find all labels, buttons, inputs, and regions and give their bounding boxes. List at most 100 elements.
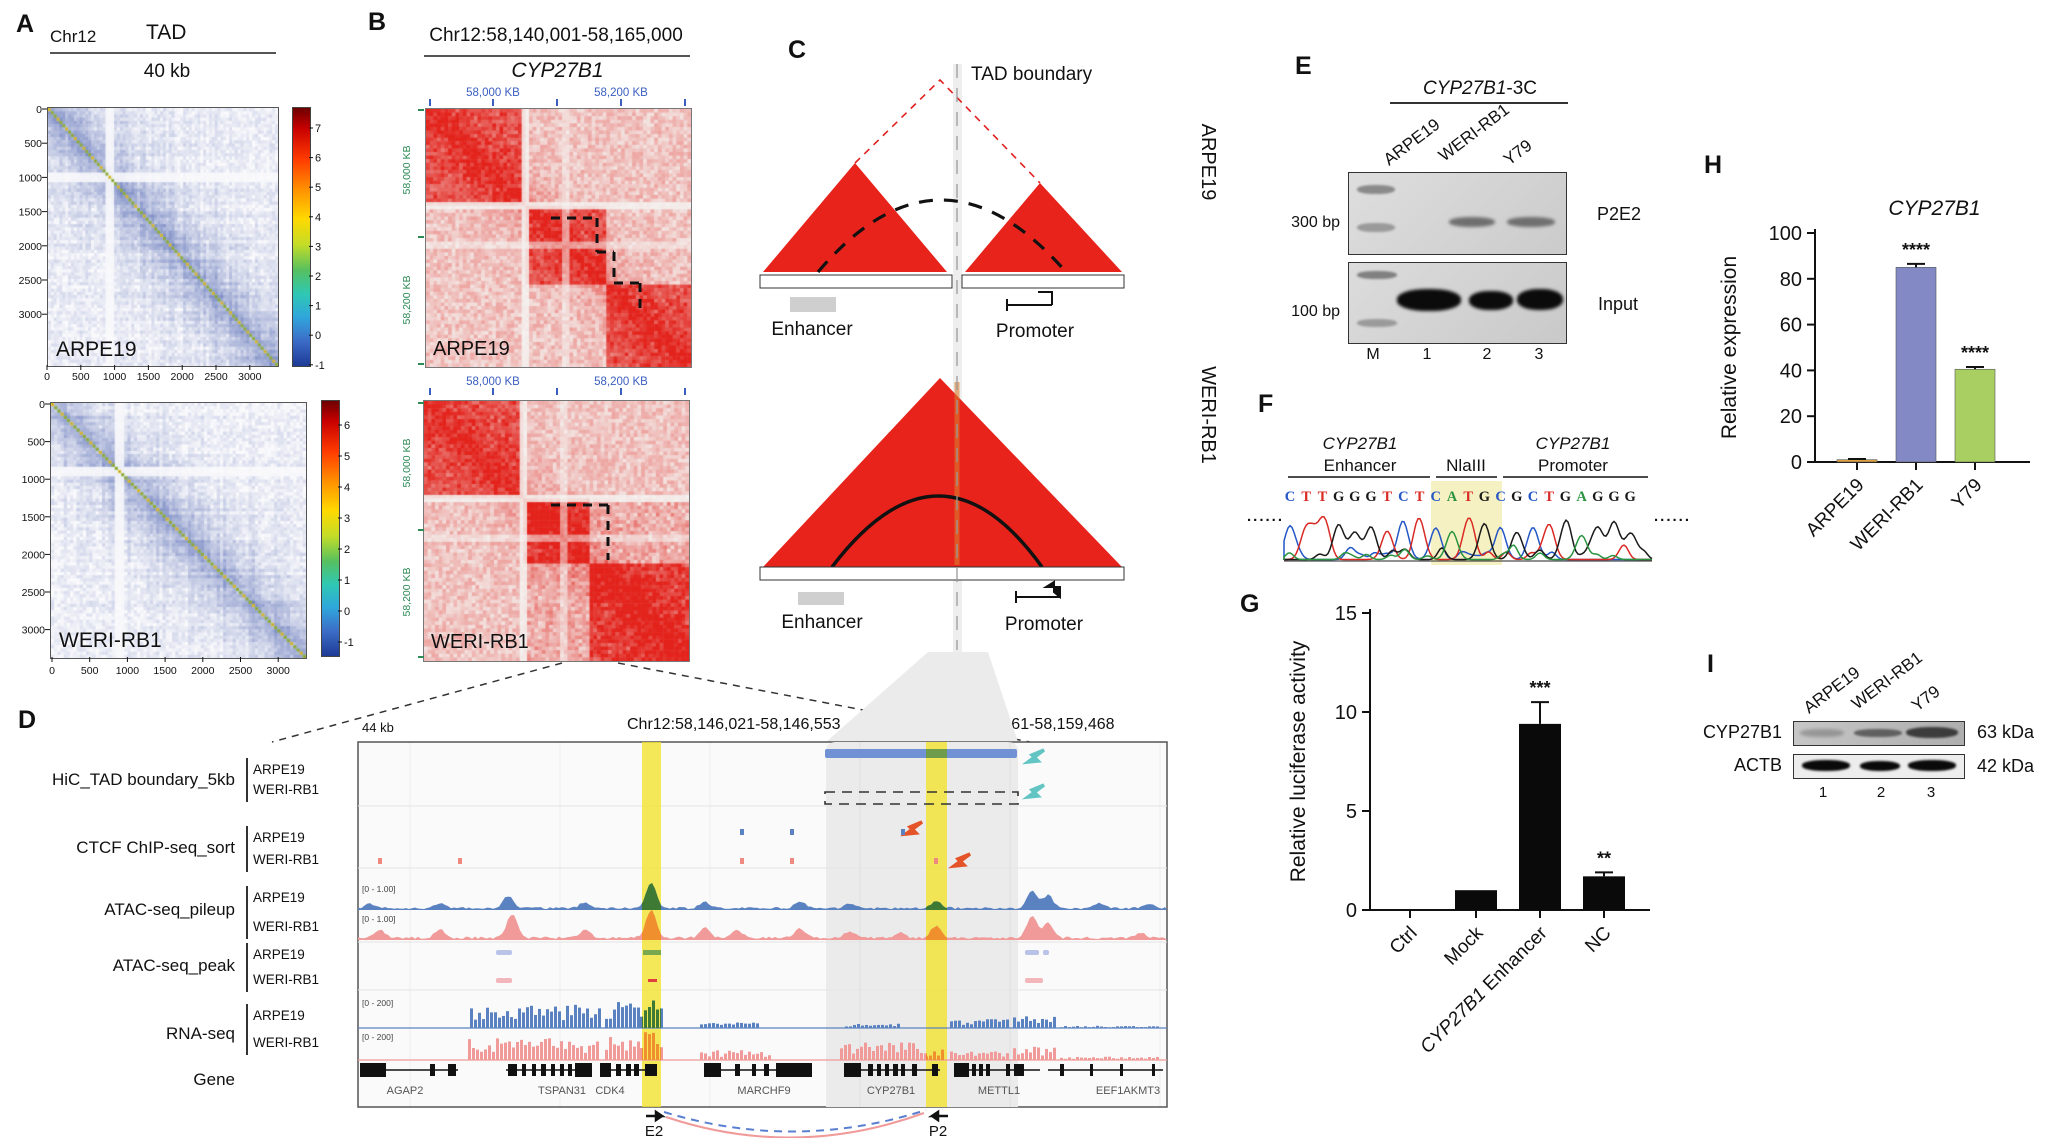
gel-band-input-2	[1469, 291, 1513, 310]
colorbar-a2-tick: 4	[344, 482, 350, 494]
chromatin-bar-left	[759, 274, 953, 289]
track-row-arpe19: ARPE19	[253, 947, 305, 962]
f-dots-right: ......	[1654, 508, 1691, 525]
H-bar-1	[1895, 267, 1937, 463]
gel-marker-band	[1357, 185, 1395, 194]
red-arrow-icon	[899, 820, 924, 837]
panel-e-label: E	[1295, 52, 1312, 80]
G-ytick: 5	[1346, 801, 1357, 823]
atac-pileup-arpe19	[358, 883, 1167, 910]
panel-e-title-gene: CYP27B1	[1422, 78, 1507, 99]
gel-band-input-3	[1517, 289, 1563, 310]
G-ytick: 10	[1335, 702, 1357, 724]
ctcf-peak-arpe19	[901, 829, 905, 835]
colorbar-a1-tick: 1	[315, 301, 321, 313]
atac-peak-arpe19	[496, 950, 512, 955]
panel-e-lane-arpe19: ARPE19	[1379, 114, 1444, 170]
panel-d-coord-promoter: Chr12:58,158,161-58,159,468	[901, 716, 1115, 733]
svg-text:G: G	[1349, 489, 1360, 505]
colorbar-a1-tick: 2	[315, 271, 321, 283]
tad-boundary-label: TAD boundary	[971, 64, 1093, 85]
a1-xtick: 1500	[137, 371, 161, 383]
a2-xtick: 1000	[116, 665, 140, 677]
panel-i-lane-number-2: 2	[1876, 784, 1886, 801]
track-label-2: ATAC-seq_pileup	[104, 900, 235, 919]
track-row-weri-rb1: WERI-RB1	[253, 919, 320, 934]
a2-ytick: 1000	[22, 474, 46, 486]
gene-models	[360, 1063, 1155, 1077]
hic-matrix-chr12-weri	[50, 402, 307, 659]
svg-text:G: G	[1560, 489, 1571, 505]
gel-p2e2	[1348, 172, 1567, 255]
teal-arrow-icon	[1021, 748, 1046, 765]
panel-c-side-weri: WERI-RB1	[1197, 366, 1219, 464]
b-ruler-tick: 58,000 KB	[466, 87, 520, 99]
panel-e-lane-m: M	[1366, 346, 1380, 363]
blot-cyp27b1	[1793, 721, 1965, 746]
atac-peak-weri	[1025, 978, 1043, 983]
gel-band-y79	[1507, 217, 1555, 227]
a1-xtick: 2000	[171, 371, 195, 383]
svg-text:T: T	[1544, 489, 1554, 505]
enhancer-box	[790, 297, 836, 312]
a2-ytick: 500	[27, 437, 45, 449]
svg-text:G: G	[1592, 489, 1603, 505]
enhancer-label: Enhancer	[781, 612, 863, 633]
track-label-1: CTCF ChIP-seq_sort	[76, 838, 235, 857]
ctcf-peak-arpe19	[740, 829, 744, 835]
panel-f-label: F	[1258, 390, 1274, 418]
panel-c-side-arpe19: ARPE19	[1197, 124, 1219, 201]
atac-pileup-weri-highlight	[642, 909, 947, 940]
a1-xtick: 2500	[204, 371, 228, 383]
e2-arrow-icon	[646, 1109, 667, 1123]
colorbar-a2-tick: 5	[344, 451, 350, 463]
panel-a-chromosome: Chr12	[50, 27, 97, 46]
b-side-tick: 58,200 KB	[401, 567, 413, 616]
panel-i-label: I	[1707, 650, 1714, 678]
atac-scale-weri: [0 - 1.00]	[362, 914, 396, 924]
enhancer-promoter-loop-dashed	[816, 198, 1068, 274]
panel-i-lane-number-1: 1	[1818, 784, 1828, 801]
panel-e-lane-3: 3	[1534, 346, 1544, 363]
svg-text:C: C	[1528, 489, 1538, 505]
a1-ytick: 1500	[19, 207, 43, 219]
G-ylabel: Relative luciferase activity	[1287, 640, 1310, 882]
colorbar-a1-tick: 7	[315, 123, 321, 135]
p2-arrow-icon	[927, 1109, 948, 1123]
panel-e-size-300bp: 300 bp	[1291, 214, 1340, 231]
panel-a-tad-title: TAD	[146, 21, 187, 44]
b-ruler-tick: 58,200 KB	[594, 376, 648, 388]
a1-xtick: 0	[44, 371, 50, 383]
a1-ytick: 1000	[19, 172, 43, 184]
chromatogram-trace-T	[1283, 516, 1652, 561]
p2-label: P2	[929, 1123, 947, 1138]
b-side-tick: 58,000 KB	[401, 145, 413, 194]
colorbar-a2-tick: 1	[344, 575, 350, 587]
G-xlabel-0: Ctrl	[1386, 923, 1422, 959]
a2-ytick: 2500	[22, 587, 46, 599]
f-promoter-gene: CYP27B1	[1536, 434, 1611, 453]
gene-label: TSPAN31	[538, 1085, 586, 1097]
track-row-arpe19: ARPE19	[253, 830, 305, 845]
panel-e-underline	[1390, 102, 1568, 104]
a1-ytick: 2500	[19, 275, 43, 287]
track-row-weri-rb1: WERI-RB1	[253, 972, 320, 987]
track-row-weri-rb1: WERI-RB1	[253, 1035, 320, 1050]
merged-tad-outline-dashed	[854, 78, 1041, 184]
panel-g-label: G	[1240, 590, 1260, 618]
enhancer-box	[798, 592, 844, 605]
ctcf-peak-weri	[458, 858, 462, 864]
tad-boundary-lost-dashed-weri	[824, 791, 1019, 805]
chromatin-bar-merged	[759, 566, 1125, 581]
G-xlabel-3: NC	[1581, 923, 1615, 957]
blot-band	[1860, 761, 1900, 771]
gel-band-input-1	[1397, 289, 1461, 311]
G-sig-3: **	[1597, 848, 1611, 868]
H-bar-2	[1954, 368, 1996, 463]
a1-ytick: 3000	[19, 309, 43, 321]
f-promoter-part: Promoter	[1538, 456, 1608, 475]
a2-xtick: 2500	[229, 665, 253, 677]
colorbar-a1-tick: -1	[315, 360, 325, 372]
G-sig-2: ***	[1529, 678, 1550, 698]
colorbar-a2-tick: -1	[344, 637, 354, 649]
